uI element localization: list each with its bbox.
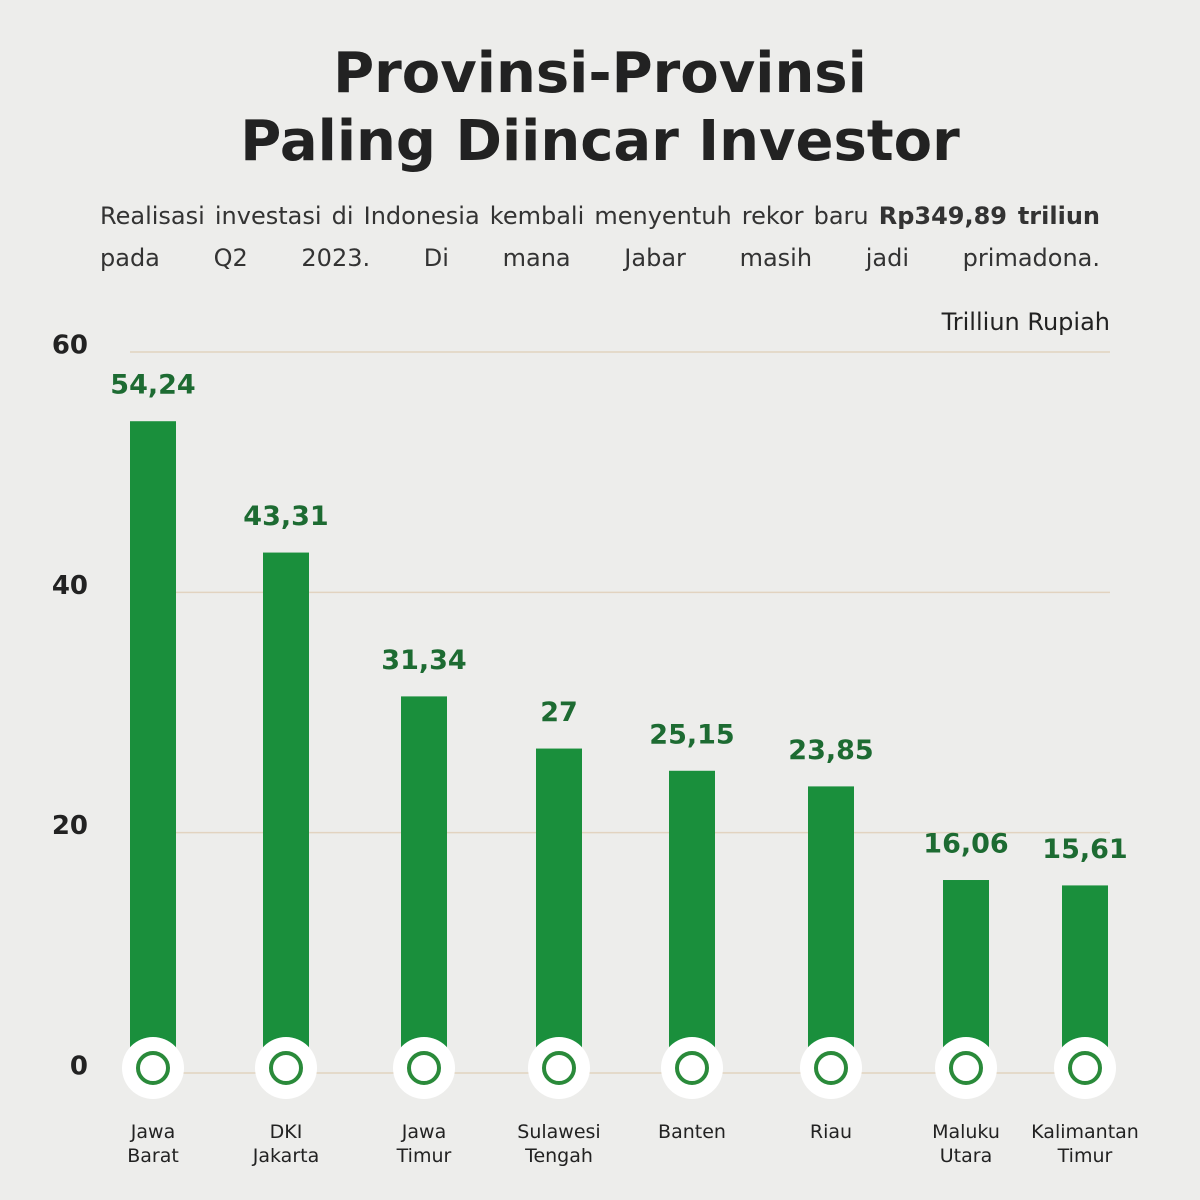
- subtitle-bold: Rp349,89 triliun: [878, 202, 1100, 230]
- province-logo-bg: [1054, 1037, 1116, 1099]
- province-logo-bg: [393, 1037, 455, 1099]
- x-tick-label: Sulawesi Tengah: [517, 1121, 601, 1167]
- province-logo: [136, 1051, 170, 1085]
- subtitle-text: pada Q2 2023. Di mana Jabar masih jadi p…: [100, 244, 1100, 272]
- x-tick-label: DKI Jakarta: [252, 1121, 320, 1167]
- province-logo: [675, 1051, 709, 1085]
- subtitle-text: Realisasi investasi di Indonesia kembali…: [100, 202, 869, 230]
- province-logo-bg: [255, 1037, 317, 1099]
- x-tick-label: Banten: [658, 1121, 726, 1143]
- bar: [808, 786, 854, 1073]
- bar: [536, 748, 582, 1073]
- bar: [130, 421, 176, 1073]
- province-logo: [542, 1051, 576, 1085]
- province-logo-bg: [661, 1037, 723, 1099]
- x-tick-label: Jawa Timur: [396, 1121, 452, 1167]
- x-tick-label: Kalimantan Timur: [1031, 1121, 1139, 1167]
- value-label: 15,61: [1042, 834, 1127, 865]
- y-tick-label: 0: [70, 1052, 88, 1082]
- axis-label: Trilliun Rupiah: [941, 308, 1110, 336]
- value-label: 54,24: [110, 370, 195, 401]
- province-logo-bg: [122, 1037, 184, 1099]
- province-logo-bg: [800, 1037, 862, 1099]
- province-logo-bg: [935, 1037, 997, 1099]
- y-tick-label: 40: [52, 571, 88, 601]
- value-label: 43,31: [243, 501, 328, 532]
- value-label: 27: [540, 697, 578, 728]
- y-tick-label: 60: [52, 331, 88, 361]
- title-line: Provinsi-Provinsi: [333, 41, 867, 106]
- province-logo: [407, 1051, 441, 1085]
- province-logo: [949, 1051, 983, 1085]
- bar: [401, 696, 447, 1073]
- title: Provinsi-Provinsi Paling Diincar Investor: [0, 40, 1200, 176]
- province-logo: [814, 1051, 848, 1085]
- bar: [669, 770, 715, 1073]
- subtitle: Realisasi investasi di Indonesia kembali…: [100, 195, 1100, 279]
- x-tick-label: Riau: [809, 1121, 853, 1143]
- value-label: 31,34: [381, 645, 466, 676]
- value-label: 23,85: [788, 735, 873, 766]
- y-tick-label: 20: [52, 811, 88, 841]
- province-logo: [269, 1051, 303, 1085]
- x-tick-label: Jawa Barat: [127, 1121, 179, 1167]
- bar: [263, 552, 309, 1073]
- x-tick-label: Maluku Utara: [932, 1121, 1000, 1167]
- province-logo-bg: [528, 1037, 590, 1099]
- province-logo: [1068, 1051, 1102, 1085]
- value-label: 25,15: [649, 719, 734, 750]
- title-line: Paling Diincar Investor: [240, 109, 960, 174]
- value-label: 16,06: [923, 829, 1008, 860]
